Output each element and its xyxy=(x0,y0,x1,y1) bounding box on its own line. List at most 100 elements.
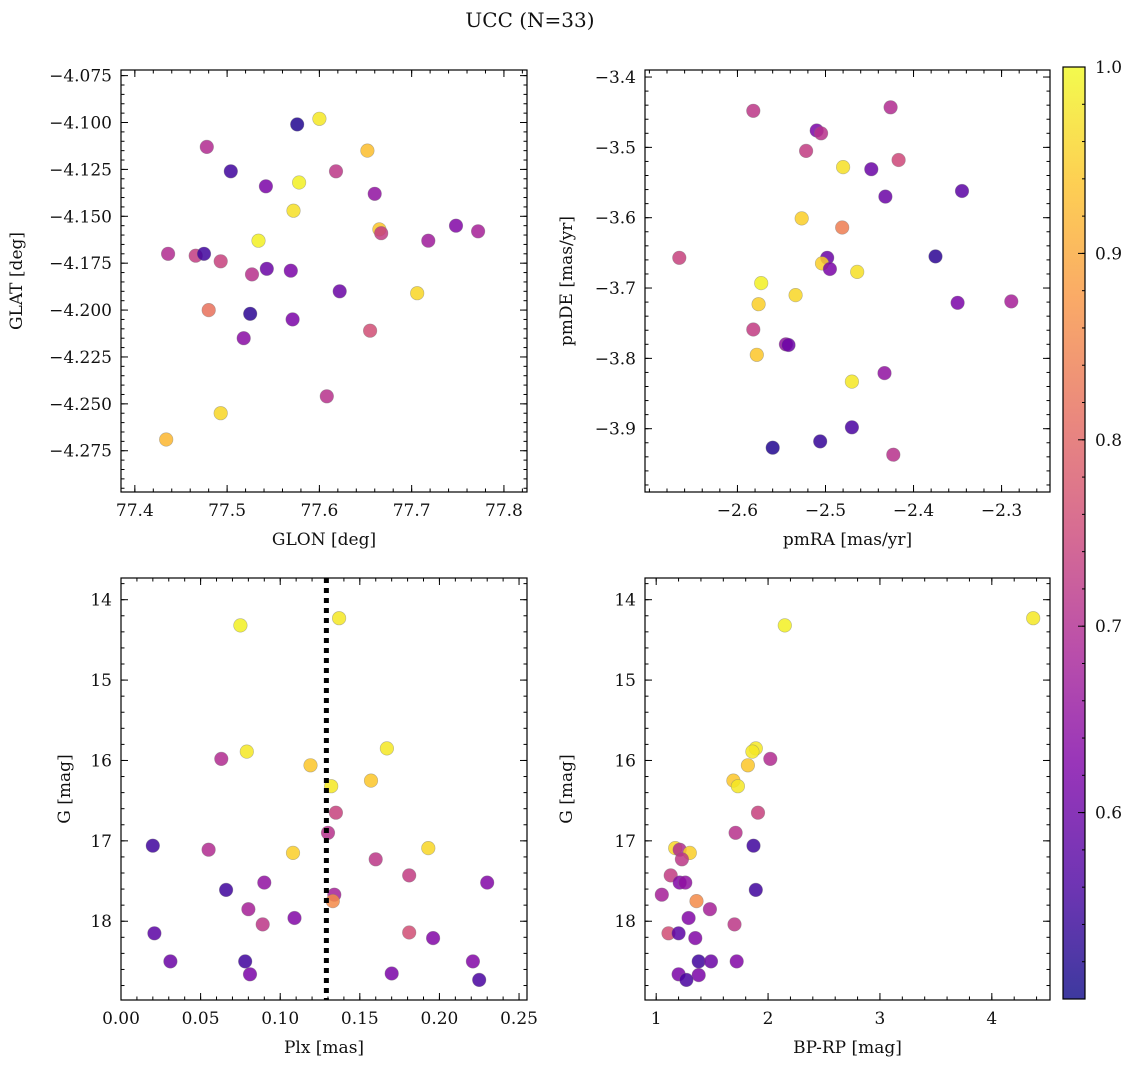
points-plx-g xyxy=(145,611,495,988)
data-point xyxy=(822,261,838,277)
data-point xyxy=(368,852,383,867)
data-point xyxy=(286,203,301,218)
points-glon-glat xyxy=(159,111,486,447)
data-point xyxy=(239,744,254,759)
data-point xyxy=(751,297,766,312)
y-axis-label: pmDE [mas/yr] xyxy=(557,216,577,346)
x-tick-label: −2.6 xyxy=(717,501,758,521)
colorbar-tick-label: 0.6 xyxy=(1095,804,1122,824)
data-point xyxy=(844,374,860,389)
points-bprp-g xyxy=(654,611,1041,988)
y-tick-label: −3.8 xyxy=(595,349,636,369)
data-point xyxy=(159,432,174,447)
data-point xyxy=(877,366,892,381)
x-tick-label: 77.8 xyxy=(485,501,523,521)
data-point xyxy=(448,218,464,233)
axes-frame xyxy=(120,69,528,493)
data-point xyxy=(255,917,270,932)
panel-plx-g: 0.00 0.05 0.10 0.15 0.20 0.25 14 15 16 17 18 Plx [m… xyxy=(55,577,538,1058)
x-tick-label: 77.6 xyxy=(300,501,338,521)
data-point xyxy=(257,875,272,890)
y-tick-label: −3.5 xyxy=(595,138,636,158)
y-tick-label: 18 xyxy=(614,912,636,932)
data-point xyxy=(746,103,761,118)
colorbar-tick-label: 0.9 xyxy=(1095,244,1122,264)
data-point xyxy=(233,618,248,633)
data-point xyxy=(794,211,809,226)
y-tick-label: −4.225 xyxy=(49,348,112,368)
axes-frame xyxy=(120,577,528,1001)
x-tick-label: 77.7 xyxy=(393,501,431,521)
x-tick-label: 4 xyxy=(986,1009,997,1029)
data-point xyxy=(883,100,898,115)
y-tick-label: −4.250 xyxy=(49,395,112,415)
y-tick-label: −3.4 xyxy=(595,68,636,88)
data-point xyxy=(674,852,690,867)
data-point xyxy=(360,143,375,158)
y-tick-label: −3.7 xyxy=(595,279,636,299)
data-point xyxy=(243,306,258,321)
x-tick-label: 0.15 xyxy=(341,1009,379,1029)
y-tick-label: −3.6 xyxy=(595,209,636,229)
y-tick-label: −4.175 xyxy=(49,254,112,274)
data-point xyxy=(410,286,425,301)
panel-bprp-g: 1 2 3 4 14 15 16 17 18 BP-RP [mag] G [mag] xyxy=(557,577,1051,1058)
x-tick-label: −2.5 xyxy=(805,501,846,521)
data-point xyxy=(163,954,178,969)
data-point xyxy=(886,447,901,462)
data-point xyxy=(777,618,792,633)
y-tick-label: 16 xyxy=(614,751,636,771)
data-point xyxy=(472,972,487,988)
data-point xyxy=(244,267,260,282)
colorbar-tick-label: 1.0 xyxy=(1095,58,1122,78)
data-point xyxy=(788,288,803,303)
colorbar: 0.6 0.7 0.8 0.9 1.0 xyxy=(1062,58,1122,1000)
data-point xyxy=(813,434,828,449)
data-point xyxy=(201,303,216,318)
y-tick-label: 15 xyxy=(90,671,112,691)
data-point xyxy=(161,246,176,261)
data-point xyxy=(679,972,694,988)
data-point xyxy=(147,926,162,941)
y-tick-label: 14 xyxy=(90,591,112,611)
data-point xyxy=(850,264,865,280)
data-point xyxy=(402,925,417,940)
colorbar-ticks: 0.6 0.7 0.8 0.9 1.0 xyxy=(1078,58,1122,1000)
x-axis-label: pmRA [mas/yr] xyxy=(783,530,912,550)
data-point xyxy=(730,779,746,794)
data-point xyxy=(285,845,301,861)
data-point xyxy=(332,284,347,299)
data-point xyxy=(214,751,229,767)
x-tick-label: 1 xyxy=(651,1009,662,1029)
x-axis-label: BP-RP [mag] xyxy=(793,1038,902,1058)
figure-title: UCC (N=33) xyxy=(465,8,594,32)
data-point xyxy=(201,842,216,857)
data-point xyxy=(950,295,965,310)
panel-glon-glat: 77.4 77.5 77.6 77.7 77.8 −4.075 −4.100 −4.125 −4… xyxy=(7,67,528,550)
y-tick-label: 16 xyxy=(90,751,112,771)
data-point xyxy=(678,875,693,890)
data-point xyxy=(379,741,395,756)
y-tick-label: 18 xyxy=(90,912,112,932)
data-point xyxy=(290,117,305,132)
x-axis-label: Plx [mas] xyxy=(284,1038,364,1058)
data-point xyxy=(384,966,399,981)
data-point xyxy=(238,954,253,969)
data-point xyxy=(223,164,238,179)
ticks-bprp-g xyxy=(645,578,1050,1000)
x-tick-label: 2 xyxy=(763,1009,774,1029)
data-point xyxy=(287,910,302,926)
data-point xyxy=(954,183,970,199)
data-point xyxy=(654,887,669,902)
data-point xyxy=(251,233,266,248)
colorbar-gradient xyxy=(1063,67,1085,999)
y-tick-label: 15 xyxy=(614,671,636,691)
y-tick-label: −4.075 xyxy=(49,67,112,87)
colorbar-frame xyxy=(1062,66,1086,1000)
data-point xyxy=(746,322,761,337)
points-pmra-pmde xyxy=(672,100,1019,462)
data-point xyxy=(319,389,334,404)
x-tick-label: 0.10 xyxy=(261,1009,299,1029)
data-point xyxy=(691,967,706,983)
